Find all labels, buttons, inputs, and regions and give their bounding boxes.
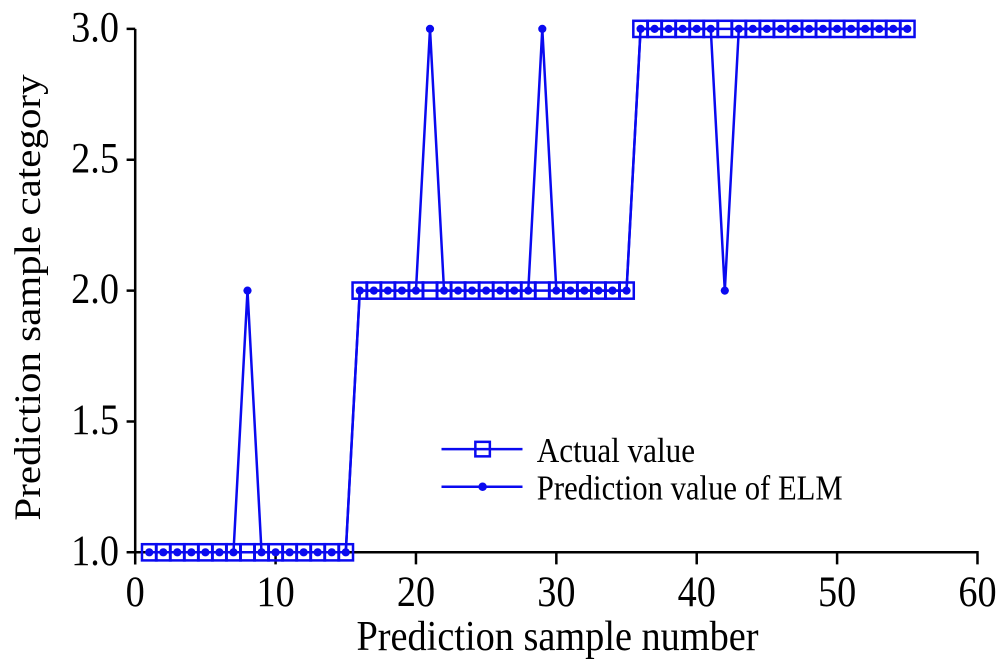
- svg-text:Prediction sample number: Prediction sample number: [356, 612, 759, 659]
- svg-text:Actual value: Actual value: [537, 431, 695, 470]
- svg-text:1.0: 1.0: [71, 527, 119, 575]
- svg-text:0: 0: [126, 568, 145, 616]
- svg-text:50: 50: [818, 568, 856, 616]
- svg-text:30: 30: [537, 568, 575, 616]
- svg-text:Prediction value of ELM: Prediction value of ELM: [537, 470, 843, 508]
- svg-text:2.0: 2.0: [71, 265, 119, 313]
- svg-text:2.5: 2.5: [71, 134, 119, 182]
- svg-text:10: 10: [256, 568, 294, 616]
- svg-text:3.0: 3.0: [71, 3, 119, 51]
- svg-text:60: 60: [958, 568, 996, 616]
- svg-text:20: 20: [397, 568, 435, 616]
- svg-text:40: 40: [678, 568, 716, 616]
- svg-text:1.5: 1.5: [71, 396, 119, 444]
- svg-text:Prediction sample category: Prediction sample category: [8, 74, 48, 521]
